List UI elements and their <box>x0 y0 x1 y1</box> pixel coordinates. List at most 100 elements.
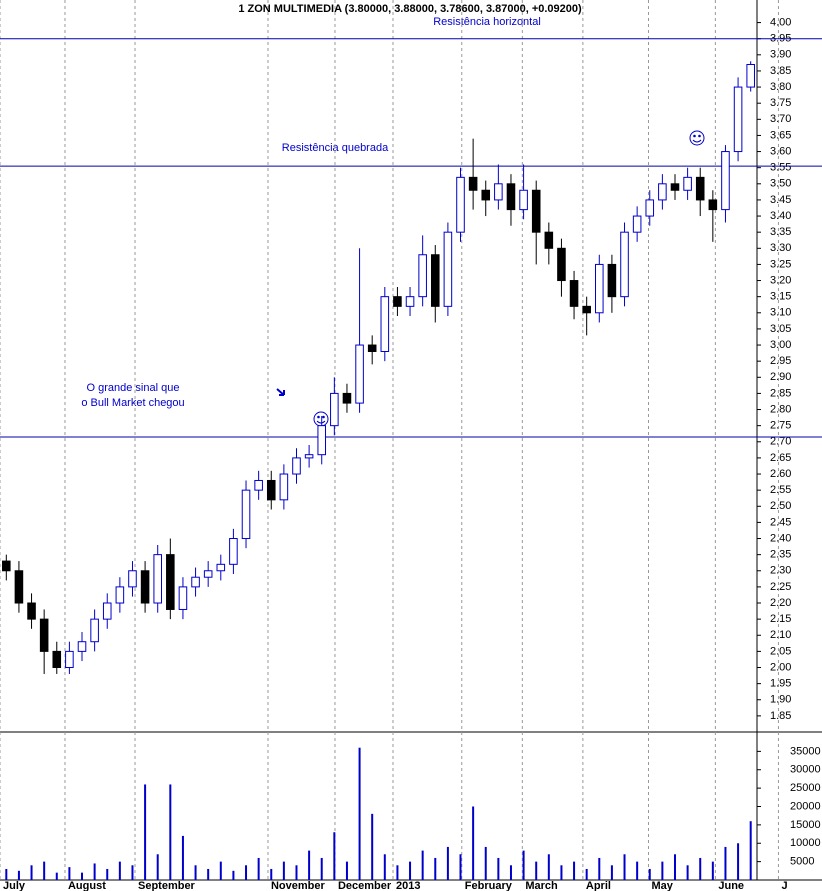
volume-bar <box>522 850 525 880</box>
volume-bar <box>648 868 651 880</box>
candle-body <box>178 586 188 610</box>
candle-body <box>557 247 566 282</box>
y-tick-label: 2.60 <box>770 468 791 480</box>
y-tick-label: 3.65 <box>770 129 791 141</box>
volume-bar <box>371 813 374 880</box>
y-tick-label: 2.95 <box>770 355 791 367</box>
candle-body <box>292 457 301 475</box>
y-tick-label: 2.00 <box>770 661 791 673</box>
y-tick-label: 5000 <box>790 856 814 868</box>
candle-body <box>632 215 642 233</box>
volume-bar <box>585 868 588 880</box>
y-tick-label: 3.85 <box>770 65 791 77</box>
volume-bar <box>421 850 424 880</box>
x-tick-label: June <box>718 880 744 891</box>
arrow <box>276 388 285 396</box>
volume-bar <box>661 861 664 880</box>
candle-body <box>443 231 453 307</box>
candle-body <box>519 189 528 211</box>
candle-body <box>380 296 390 352</box>
volume-bar <box>308 850 311 880</box>
y-tick-label: 1.90 <box>770 694 791 706</box>
candle-body <box>708 199 718 211</box>
candle-body <box>683 176 692 191</box>
candle-body <box>733 86 743 153</box>
x-tick-label: December <box>338 880 392 891</box>
x-tick-label: March <box>525 880 558 891</box>
volume-bar <box>711 861 714 880</box>
candle-body <box>191 576 200 588</box>
volume-bar <box>333 832 336 880</box>
y-tick-label: 3.55 <box>770 162 791 174</box>
volume-bar <box>446 846 449 880</box>
candle-body <box>494 183 503 201</box>
y-tick-label: 2.20 <box>770 597 791 609</box>
volume-bar <box>598 857 601 880</box>
candle-body <box>418 254 427 298</box>
candle-body <box>658 183 667 201</box>
y-tick-label: 3.00 <box>770 339 791 351</box>
y-tick-label: 2.10 <box>770 629 791 641</box>
candle-body <box>746 63 755 88</box>
candle-body <box>430 254 440 307</box>
candle-body <box>77 641 87 652</box>
y-tick-label: 3.15 <box>770 291 791 303</box>
volume-bar <box>610 865 613 880</box>
annotation: o Bull Market chegou <box>81 397 184 409</box>
volume-bar <box>5 868 8 880</box>
candle-body <box>367 344 377 352</box>
candle-body <box>241 489 251 540</box>
volume-bar <box>81 872 84 880</box>
candle-body <box>90 618 99 643</box>
y-tick-label: 1.85 <box>770 710 791 722</box>
volume-bar <box>118 861 121 880</box>
volume-bar <box>699 857 702 880</box>
x-tick-label: July <box>3 880 26 891</box>
volume-bar <box>207 868 210 880</box>
y-tick-label: 10000 <box>790 837 821 849</box>
y-tick-label: 2.80 <box>770 403 791 415</box>
candle-body <box>355 344 364 404</box>
x-tick-label: J <box>781 880 787 891</box>
volume-bar <box>724 846 727 880</box>
candle-body <box>203 570 213 578</box>
candle-body <box>27 602 36 620</box>
y-tick-label: 3.75 <box>770 97 791 109</box>
y-tick-label: 3.45 <box>770 194 791 206</box>
candle-body <box>115 586 125 604</box>
volume-bar <box>194 865 197 880</box>
y-tick-label: 2.55 <box>770 484 791 496</box>
volume-bar <box>245 865 248 880</box>
y-tick-label: 15000 <box>790 819 821 831</box>
y-tick-label: 20000 <box>790 800 821 812</box>
candle-body <box>14 570 24 604</box>
y-tick-label: 35000 <box>790 745 821 757</box>
volume-bar <box>636 861 639 880</box>
candle-body <box>330 392 339 427</box>
volume-bar <box>131 865 134 880</box>
x-tick-label: November <box>271 880 326 891</box>
candle-body <box>531 189 541 233</box>
volume-bar <box>282 861 285 880</box>
candle-body <box>65 650 74 669</box>
candle-body <box>393 296 402 307</box>
annotation: O grande sinal que <box>87 382 180 394</box>
y-tick-label: 2.35 <box>770 549 791 561</box>
candle-body <box>544 231 554 249</box>
candle-body <box>304 454 314 459</box>
x-tick-label: September <box>138 880 196 891</box>
volume-bar <box>219 861 222 880</box>
y-tick-label: 3.05 <box>770 323 791 335</box>
candle-body <box>52 650 62 669</box>
y-tick-label: 2.85 <box>770 387 791 399</box>
candle-body <box>481 189 491 201</box>
volume-bar <box>623 854 626 880</box>
candle-body <box>128 570 137 588</box>
smiley <box>689 130 705 146</box>
candle-body <box>216 563 226 572</box>
y-tick-label: 3.80 <box>770 81 791 93</box>
y-tick-label: 2.50 <box>770 500 791 512</box>
y-tick-label: 3.35 <box>770 226 791 238</box>
volume-bar <box>409 861 412 880</box>
